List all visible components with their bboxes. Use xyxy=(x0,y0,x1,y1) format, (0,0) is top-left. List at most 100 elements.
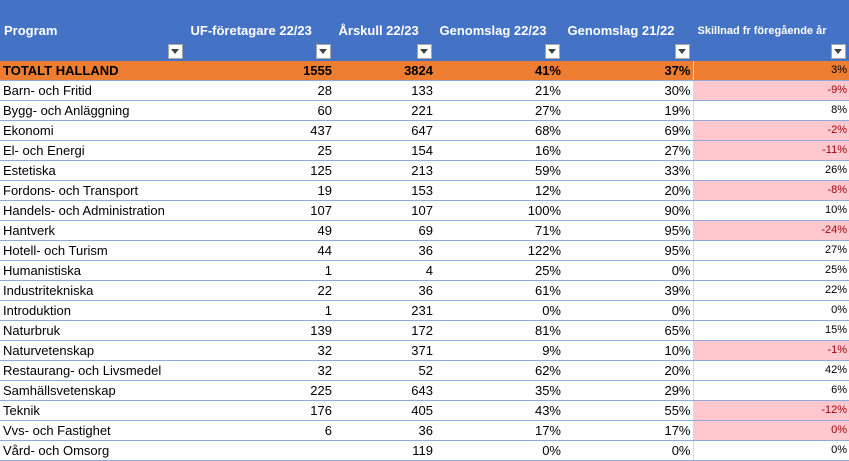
total-arskull[interactable]: 3824 xyxy=(334,61,435,81)
cell-uf[interactable]: 49 xyxy=(186,220,334,241)
cell-genomslag-2223[interactable]: 81% xyxy=(435,320,563,341)
cell-uf[interactable]: 28 xyxy=(186,80,334,101)
cell-arskull[interactable]: 154 xyxy=(334,140,435,161)
cell-arskull[interactable]: 172 xyxy=(334,320,435,341)
cell-program[interactable]: Barn- och Fritid xyxy=(0,80,186,101)
cell-genomslag-2122[interactable]: 39% xyxy=(563,280,693,301)
cell-arskull[interactable]: 231 xyxy=(334,300,435,321)
cell-skillnad[interactable]: -1% xyxy=(692,340,849,361)
cell-arskull[interactable]: 153 xyxy=(334,180,435,201)
filter-skillnad-button[interactable] xyxy=(830,44,846,59)
cell-program[interactable]: Naturvetenskap xyxy=(0,340,186,361)
cell-uf[interactable]: 139 xyxy=(186,320,334,341)
cell-program[interactable]: Industritekniska xyxy=(0,280,186,301)
cell-uf[interactable]: 176 xyxy=(186,400,334,421)
filter-genomslag-2223-button[interactable] xyxy=(544,44,560,59)
cell-arskull[interactable]: 371 xyxy=(334,340,435,361)
cell-genomslag-2122[interactable]: 65% xyxy=(563,320,693,341)
cell-genomslag-2122[interactable]: 29% xyxy=(563,380,693,401)
cell-genomslag-2223[interactable]: 0% xyxy=(435,300,563,321)
filter-program-button[interactable] xyxy=(167,44,183,59)
cell-genomslag-2122[interactable]: 0% xyxy=(563,260,693,281)
cell-arskull[interactable]: 221 xyxy=(334,100,435,121)
cell-uf[interactable]: 44 xyxy=(186,240,334,261)
cell-skillnad[interactable]: -24% xyxy=(692,220,849,241)
cell-skillnad[interactable]: 15% xyxy=(692,320,849,341)
cell-genomslag-2223[interactable]: 21% xyxy=(435,80,563,101)
cell-genomslag-2122[interactable]: 95% xyxy=(563,220,693,241)
cell-uf[interactable] xyxy=(186,440,334,461)
cell-genomslag-2122[interactable]: 17% xyxy=(563,420,693,441)
cell-arskull[interactable]: 52 xyxy=(334,360,435,381)
cell-genomslag-2223[interactable]: 17% xyxy=(435,420,563,441)
cell-genomslag-2122[interactable]: 30% xyxy=(563,80,693,101)
cell-uf[interactable]: 437 xyxy=(186,120,334,141)
cell-genomslag-2223[interactable]: 9% xyxy=(435,340,563,361)
cell-genomslag-2223[interactable]: 59% xyxy=(435,160,563,181)
filter-genomslag-2122-button[interactable] xyxy=(674,44,690,59)
cell-uf[interactable]: 107 xyxy=(186,200,334,221)
cell-program[interactable]: Hotell- och Turism xyxy=(0,240,186,261)
cell-program[interactable]: Restaurang- och Livsmedel xyxy=(0,360,186,381)
cell-skillnad[interactable]: 26% xyxy=(692,160,849,181)
cell-skillnad[interactable]: 25% xyxy=(692,260,849,281)
cell-genomslag-2223[interactable]: 61% xyxy=(435,280,563,301)
cell-genomslag-2122[interactable]: 10% xyxy=(563,340,693,361)
cell-skillnad[interactable]: 22% xyxy=(692,280,849,301)
total-skillnad[interactable]: 3% xyxy=(692,61,849,81)
cell-genomslag-2122[interactable]: 55% xyxy=(563,400,693,421)
cell-genomslag-2122[interactable]: 69% xyxy=(563,120,693,141)
cell-uf[interactable]: 25 xyxy=(186,140,334,161)
cell-skillnad[interactable]: 0% xyxy=(692,300,849,321)
cell-program[interactable]: Samhällsvetenskap xyxy=(0,380,186,401)
cell-program[interactable]: Vård- och Omsorg xyxy=(0,440,186,461)
cell-program[interactable]: Vvs- och Fastighet xyxy=(0,420,186,441)
cell-genomslag-2223[interactable]: 122% xyxy=(435,240,563,261)
cell-uf[interactable]: 125 xyxy=(186,160,334,181)
cell-uf[interactable]: 60 xyxy=(186,100,334,121)
cell-uf[interactable]: 1 xyxy=(186,300,334,321)
cell-arskull[interactable]: 107 xyxy=(334,200,435,221)
cell-genomslag-2223[interactable]: 43% xyxy=(435,400,563,421)
filter-uf-button[interactable] xyxy=(315,44,331,59)
cell-program[interactable]: Humanistiska xyxy=(0,260,186,281)
cell-genomslag-2223[interactable]: 71% xyxy=(435,220,563,241)
cell-genomslag-2122[interactable]: 19% xyxy=(563,100,693,121)
cell-arskull[interactable]: 36 xyxy=(334,420,435,441)
cell-genomslag-2122[interactable]: 90% xyxy=(563,200,693,221)
cell-program[interactable]: Estetiska xyxy=(0,160,186,181)
total-program[interactable]: TOTALT HALLAND xyxy=(0,61,186,81)
cell-arskull[interactable]: 405 xyxy=(334,400,435,421)
cell-genomslag-2122[interactable]: 33% xyxy=(563,160,693,181)
cell-genomslag-2223[interactable]: 27% xyxy=(435,100,563,121)
cell-genomslag-2122[interactable]: 20% xyxy=(563,180,693,201)
cell-genomslag-2223[interactable]: 0% xyxy=(435,440,563,461)
cell-program[interactable]: Ekonomi xyxy=(0,120,186,141)
cell-skillnad[interactable]: -12% xyxy=(692,400,849,421)
cell-arskull[interactable]: 643 xyxy=(334,380,435,401)
cell-genomslag-2223[interactable]: 62% xyxy=(435,360,563,381)
cell-genomslag-2223[interactable]: 12% xyxy=(435,180,563,201)
cell-genomslag-2223[interactable]: 16% xyxy=(435,140,563,161)
cell-genomslag-2122[interactable]: 0% xyxy=(563,300,693,321)
cell-genomslag-2122[interactable]: 20% xyxy=(563,360,693,381)
cell-uf[interactable]: 32 xyxy=(186,340,334,361)
cell-skillnad[interactable]: 27% xyxy=(692,240,849,261)
cell-program[interactable]: Handels- och Administration xyxy=(0,200,186,221)
cell-skillnad[interactable]: -11% xyxy=(692,140,849,161)
filter-arskull-button[interactable] xyxy=(416,44,432,59)
cell-skillnad[interactable]: -8% xyxy=(692,180,849,201)
cell-arskull[interactable]: 4 xyxy=(334,260,435,281)
cell-arskull[interactable]: 36 xyxy=(334,280,435,301)
cell-arskull[interactable]: 36 xyxy=(334,240,435,261)
cell-uf[interactable]: 19 xyxy=(186,180,334,201)
cell-uf[interactable]: 32 xyxy=(186,360,334,381)
cell-genomslag-2223[interactable]: 25% xyxy=(435,260,563,281)
cell-skillnad[interactable]: -2% xyxy=(692,120,849,141)
cell-program[interactable]: Naturbruk xyxy=(0,320,186,341)
cell-genomslag-2122[interactable]: 27% xyxy=(563,140,693,161)
cell-arskull[interactable]: 133 xyxy=(334,80,435,101)
cell-arskull[interactable]: 119 xyxy=(334,440,435,461)
cell-program[interactable]: Hantverk xyxy=(0,220,186,241)
cell-genomslag-2122[interactable]: 95% xyxy=(563,240,693,261)
